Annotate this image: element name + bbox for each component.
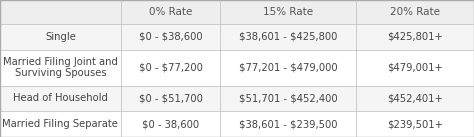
- Text: $239,501+: $239,501+: [387, 119, 443, 129]
- Text: Head of Household: Head of Household: [13, 93, 108, 103]
- Text: $38,601 - $239,500: $38,601 - $239,500: [239, 119, 337, 129]
- Text: Married Filing Separate: Married Filing Separate: [2, 119, 118, 129]
- Text: $479,001+: $479,001+: [387, 63, 443, 73]
- Text: $452,401+: $452,401+: [387, 93, 443, 103]
- Text: 20% Rate: 20% Rate: [390, 7, 440, 17]
- Text: 15% Rate: 15% Rate: [263, 7, 313, 17]
- Text: $0 - 38,600: $0 - 38,600: [142, 119, 199, 129]
- Text: $0 - $38,600: $0 - $38,600: [139, 32, 202, 42]
- Text: $77,201 - $479,000: $77,201 - $479,000: [238, 63, 337, 73]
- Text: 0% Rate: 0% Rate: [149, 7, 192, 17]
- Text: $0 - $51,700: $0 - $51,700: [139, 93, 202, 103]
- Bar: [0, 0, 474, 24]
- Bar: [0, 85, 474, 111]
- Bar: [0, 50, 474, 85]
- Bar: [0, 24, 474, 50]
- Text: $425,801+: $425,801+: [387, 32, 443, 42]
- Text: $51,701 - $452,400: $51,701 - $452,400: [238, 93, 337, 103]
- Text: $38,601 - $425,800: $38,601 - $425,800: [239, 32, 337, 42]
- Bar: [0, 111, 474, 137]
- Text: Single: Single: [45, 32, 76, 42]
- Text: Married Filing Joint and
Surviving Spouses: Married Filing Joint and Surviving Spous…: [3, 57, 118, 79]
- Text: $0 - $77,200: $0 - $77,200: [139, 63, 202, 73]
